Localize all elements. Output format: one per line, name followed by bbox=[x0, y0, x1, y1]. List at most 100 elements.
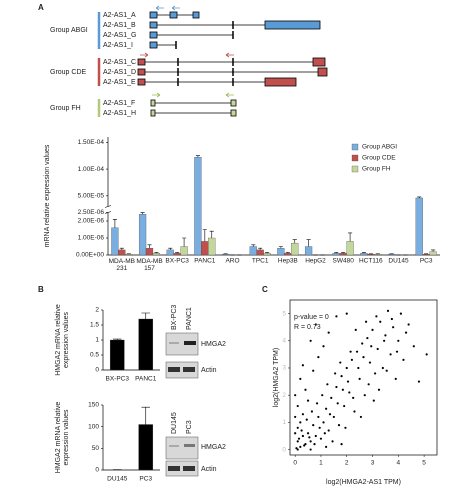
error-bar bbox=[175, 252, 180, 254]
x-tick-label: DU145 bbox=[107, 476, 128, 483]
point bbox=[339, 361, 342, 364]
panel-label: C bbox=[262, 285, 268, 294]
point bbox=[325, 407, 328, 410]
y-axis-label: log2(HMGA2 TPM) bbox=[273, 348, 280, 407]
y-tick-label: 50 bbox=[92, 445, 100, 452]
bar bbox=[367, 254, 375, 256]
x-tick-label: 4 bbox=[397, 460, 401, 467]
transcript-label: A2-AS1_E bbox=[103, 79, 136, 86]
point bbox=[399, 312, 402, 315]
point bbox=[296, 426, 299, 429]
point bbox=[355, 350, 359, 353]
bar bbox=[360, 253, 368, 256]
point bbox=[300, 429, 303, 432]
error-bar bbox=[278, 246, 283, 249]
point bbox=[312, 423, 315, 427]
bar bbox=[194, 157, 202, 256]
group-label: Group ABGI bbox=[50, 27, 88, 34]
point bbox=[322, 421, 325, 424]
y-tick-label: 4 bbox=[282, 338, 286, 345]
x-tick-label: 3 bbox=[371, 460, 375, 467]
bar bbox=[415, 197, 423, 256]
point bbox=[354, 328, 357, 332]
blot-cell-label: BX-PC3 bbox=[171, 305, 178, 330]
point bbox=[364, 320, 368, 323]
error-bar bbox=[119, 247, 124, 250]
point bbox=[319, 437, 323, 440]
bar bbox=[118, 249, 126, 256]
point bbox=[361, 342, 364, 345]
point bbox=[366, 336, 369, 340]
blot-band-label: Actin bbox=[201, 466, 217, 473]
bar bbox=[263, 253, 271, 256]
point bbox=[362, 356, 365, 359]
point bbox=[335, 315, 338, 318]
y-tick-label: 1 bbox=[282, 419, 286, 426]
bar bbox=[152, 253, 161, 256]
bar bbox=[277, 248, 285, 256]
transcript-label: A2-AS1_D bbox=[103, 69, 136, 76]
point bbox=[385, 369, 388, 372]
point bbox=[317, 415, 320, 419]
x-tick-label: 2 bbox=[345, 460, 349, 467]
point bbox=[301, 364, 304, 367]
bar bbox=[374, 254, 382, 256]
blot-cell-label: DU145 bbox=[171, 412, 178, 434]
point bbox=[317, 356, 320, 359]
error-bar bbox=[182, 237, 187, 247]
y-tick-label: 1 bbox=[95, 337, 99, 344]
point bbox=[332, 415, 335, 419]
y-tick-label: 0 bbox=[282, 446, 286, 453]
point bbox=[359, 415, 363, 419]
point bbox=[381, 366, 384, 370]
bar bbox=[201, 241, 209, 256]
point bbox=[358, 377, 361, 380]
error-bar bbox=[341, 252, 346, 254]
bar bbox=[249, 246, 257, 256]
bar bbox=[422, 254, 430, 256]
point bbox=[334, 372, 337, 375]
point bbox=[407, 323, 410, 326]
blot bbox=[165, 332, 199, 477]
bar bbox=[111, 227, 119, 256]
point bbox=[322, 345, 325, 348]
x-tick-label: 0 bbox=[293, 460, 297, 467]
point bbox=[350, 358, 353, 361]
error-bar bbox=[147, 244, 152, 249]
point bbox=[296, 448, 299, 451]
point bbox=[389, 353, 392, 356]
error-bar bbox=[292, 239, 297, 244]
y-tick-label: 2 bbox=[95, 307, 99, 314]
x-tick-label: Hep3B bbox=[278, 258, 298, 265]
error-bar bbox=[334, 252, 339, 254]
point bbox=[377, 388, 381, 391]
x-tick-label: ARO bbox=[225, 258, 239, 265]
y-tick-label: 0 bbox=[95, 467, 99, 474]
point bbox=[417, 380, 421, 383]
point bbox=[340, 443, 343, 446]
point bbox=[384, 334, 387, 337]
bar bbox=[166, 249, 174, 256]
point bbox=[372, 399, 375, 402]
panel-label: B bbox=[38, 285, 44, 294]
bar bbox=[339, 253, 347, 256]
point bbox=[345, 366, 348, 370]
group-label: Group CDE bbox=[50, 69, 87, 76]
x-tick-label: MDA-MB 231 bbox=[109, 258, 135, 272]
y-axis-label: expression values bbox=[63, 311, 70, 368]
bar bbox=[284, 253, 292, 256]
blot-band-label: Actin bbox=[201, 367, 217, 374]
point bbox=[337, 423, 341, 427]
point bbox=[335, 385, 338, 389]
y-tick-label: 2 bbox=[282, 392, 286, 399]
point bbox=[343, 404, 346, 408]
point bbox=[348, 391, 351, 394]
bar bbox=[138, 214, 147, 256]
point bbox=[309, 448, 312, 451]
transcript-label: A2-AS1_F bbox=[103, 100, 135, 107]
error-bar bbox=[154, 252, 159, 254]
legend-swatch bbox=[351, 143, 359, 151]
error-bar bbox=[306, 239, 311, 247]
error-bar bbox=[140, 212, 145, 215]
